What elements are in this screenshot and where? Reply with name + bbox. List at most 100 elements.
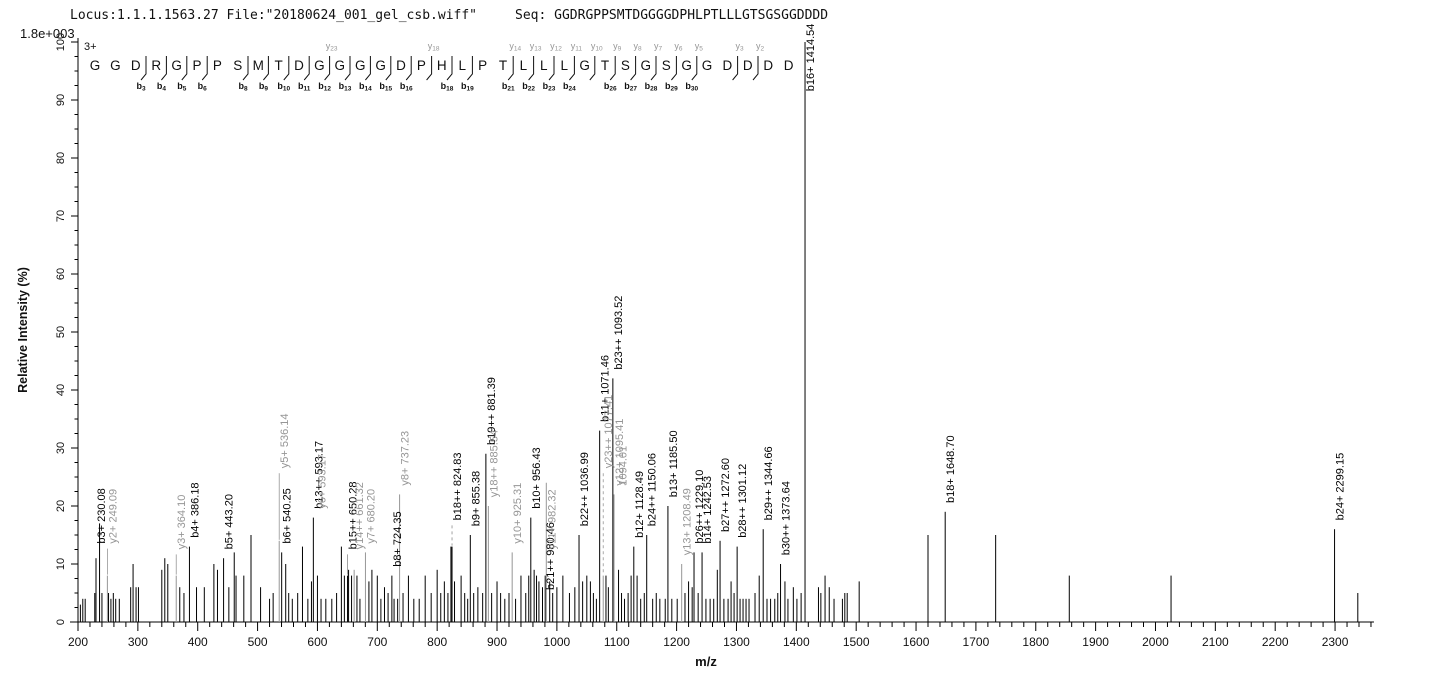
fragment-cut: b16 (400, 56, 413, 93)
svg-text:b10: b10 (277, 81, 290, 93)
svg-text:2100: 2100 (1202, 635, 1229, 649)
svg-text:T: T (274, 58, 282, 73)
svg-text:70: 70 (55, 210, 67, 222)
svg-text:b5: b5 (177, 81, 187, 93)
fragment-cut: b14 (359, 56, 372, 93)
svg-text:b4: b4 (157, 81, 167, 93)
peak-label: b21++ 980.46 (545, 522, 557, 590)
svg-text:y9: y9 (613, 41, 622, 53)
peak-label: y23++ 1077.41 (603, 395, 615, 468)
sequence-text: GGDRGPPSMTDGGGGDPHLPTLLLGTSGSGGDDDD (554, 8, 829, 23)
fragment-cut: b8 (238, 56, 249, 93)
fragment-cut: b3 (136, 56, 147, 93)
svg-text:b26: b26 (604, 81, 617, 93)
svg-text:20: 20 (55, 500, 67, 512)
svg-text:y14: y14 (509, 41, 521, 53)
peak-label: b14+ 1242.53 (702, 476, 714, 544)
fragment-cut: b9 (259, 56, 269, 93)
svg-text:S: S (662, 58, 671, 73)
svg-text:2000: 2000 (1142, 635, 1169, 649)
svg-text:L: L (540, 58, 548, 73)
svg-text:b14: b14 (359, 81, 372, 93)
svg-text:b15: b15 (379, 81, 392, 93)
fragment-cut: b24 y11 (563, 41, 582, 93)
fragment-cut: b30 y5 (685, 41, 703, 93)
peak-label: y13+ 1208.49 (682, 488, 694, 555)
svg-text:300: 300 (128, 635, 148, 649)
svg-text:600: 600 (307, 635, 327, 649)
fragment-cut: b26 y9 (604, 41, 622, 93)
svg-text:b23: b23 (543, 81, 556, 93)
svg-text:y11: y11 (571, 41, 583, 53)
svg-text:b8: b8 (238, 81, 248, 93)
fragment-cut: b5 (177, 56, 188, 93)
peak-label: y11+ 982.32 (546, 489, 558, 549)
peak-label: b24++ 1150.06 (647, 453, 659, 526)
peak-label: b13++ 593.17 (313, 441, 325, 509)
svg-text:G: G (90, 58, 101, 73)
axes (70, 38, 1374, 631)
svg-text:40: 40 (55, 384, 67, 396)
svg-text:P: P (213, 58, 222, 73)
svg-text:1100: 1100 (604, 635, 630, 649)
svg-text:D: D (763, 58, 773, 73)
svg-text:b11: b11 (298, 81, 311, 93)
svg-text:b30: b30 (685, 81, 698, 93)
svg-text:T: T (499, 58, 507, 73)
svg-text:b22: b22 (522, 81, 535, 93)
fragment-cut: b13 (339, 56, 352, 93)
svg-text:M: M (253, 58, 264, 73)
svg-text:y13: y13 (530, 41, 542, 53)
sequence-strip: G G D R G P P S M T D G G G G D P H L P T L L L G T S G S G G D D D Db3 b4 b… (90, 41, 794, 93)
peak-label: b22++ 1036.99 (579, 452, 591, 526)
intensity-scale-label: 1.8e+003 (20, 26, 75, 41)
fragment-cut: b4 (157, 56, 167, 93)
peak-label: 1094.01 (618, 446, 630, 486)
peak-label: y7+ 680.20 (365, 489, 377, 544)
svg-text:800: 800 (427, 635, 447, 649)
fragment-cut: b15 (379, 56, 393, 93)
fragment-cut: b23 y12 (543, 41, 563, 93)
svg-text:H: H (437, 58, 447, 73)
svg-text:L: L (458, 58, 466, 73)
svg-text:D: D (131, 58, 141, 73)
header-line: Locus:1.1.1.1563.27 File:"20180624_001_g… (70, 8, 828, 23)
y-axis-title: Relative Intensity (%) (16, 267, 30, 393)
peak-label: b9+ 855.38 (470, 471, 482, 526)
peak-label: y3+ 364.10 (176, 495, 188, 550)
fragment-cut: y18 (426, 41, 440, 81)
svg-text:S: S (621, 58, 630, 73)
peak-label: b29++ 1344.66 (763, 446, 775, 520)
svg-text:P: P (478, 58, 487, 73)
svg-text:y18: y18 (428, 41, 440, 53)
peak-label: b18+ 1648.70 (945, 435, 957, 503)
peak-label: b4+ 386.18 (189, 482, 201, 537)
peak-label: y10+ 925.31 (512, 483, 524, 544)
fragment-cut: b27 y8 (624, 41, 642, 93)
peak-label: b3+ 230.08 (96, 488, 108, 543)
peak-label: b24+ 2299.15 (1335, 453, 1347, 521)
svg-text:b24: b24 (563, 81, 576, 93)
svg-text:G: G (355, 58, 366, 73)
fragment-cut: b22 y13 (522, 41, 542, 93)
svg-text:y5: y5 (695, 41, 704, 53)
svg-text:30: 30 (55, 442, 67, 454)
svg-text:1600: 1600 (903, 635, 930, 649)
fragment-cut: b19 (461, 56, 474, 93)
svg-text:G: G (171, 58, 182, 73)
svg-text:G: G (335, 58, 346, 73)
svg-text:1800: 1800 (1022, 635, 1049, 649)
svg-text:L: L (560, 58, 568, 73)
svg-text:G: G (375, 58, 386, 73)
svg-text:2200: 2200 (1262, 635, 1289, 649)
svg-text:1300: 1300 (723, 635, 750, 649)
svg-text:b16: b16 (400, 81, 413, 93)
svg-text:b9: b9 (259, 81, 269, 93)
svg-text:L: L (520, 58, 528, 73)
fragment-cut: b12 y23 (318, 41, 338, 93)
peak-label: b26++ 1229.10 (694, 470, 706, 544)
seq-label: Seq: (515, 8, 547, 23)
svg-text:y2: y2 (756, 41, 765, 53)
svg-text:400: 400 (188, 635, 208, 649)
